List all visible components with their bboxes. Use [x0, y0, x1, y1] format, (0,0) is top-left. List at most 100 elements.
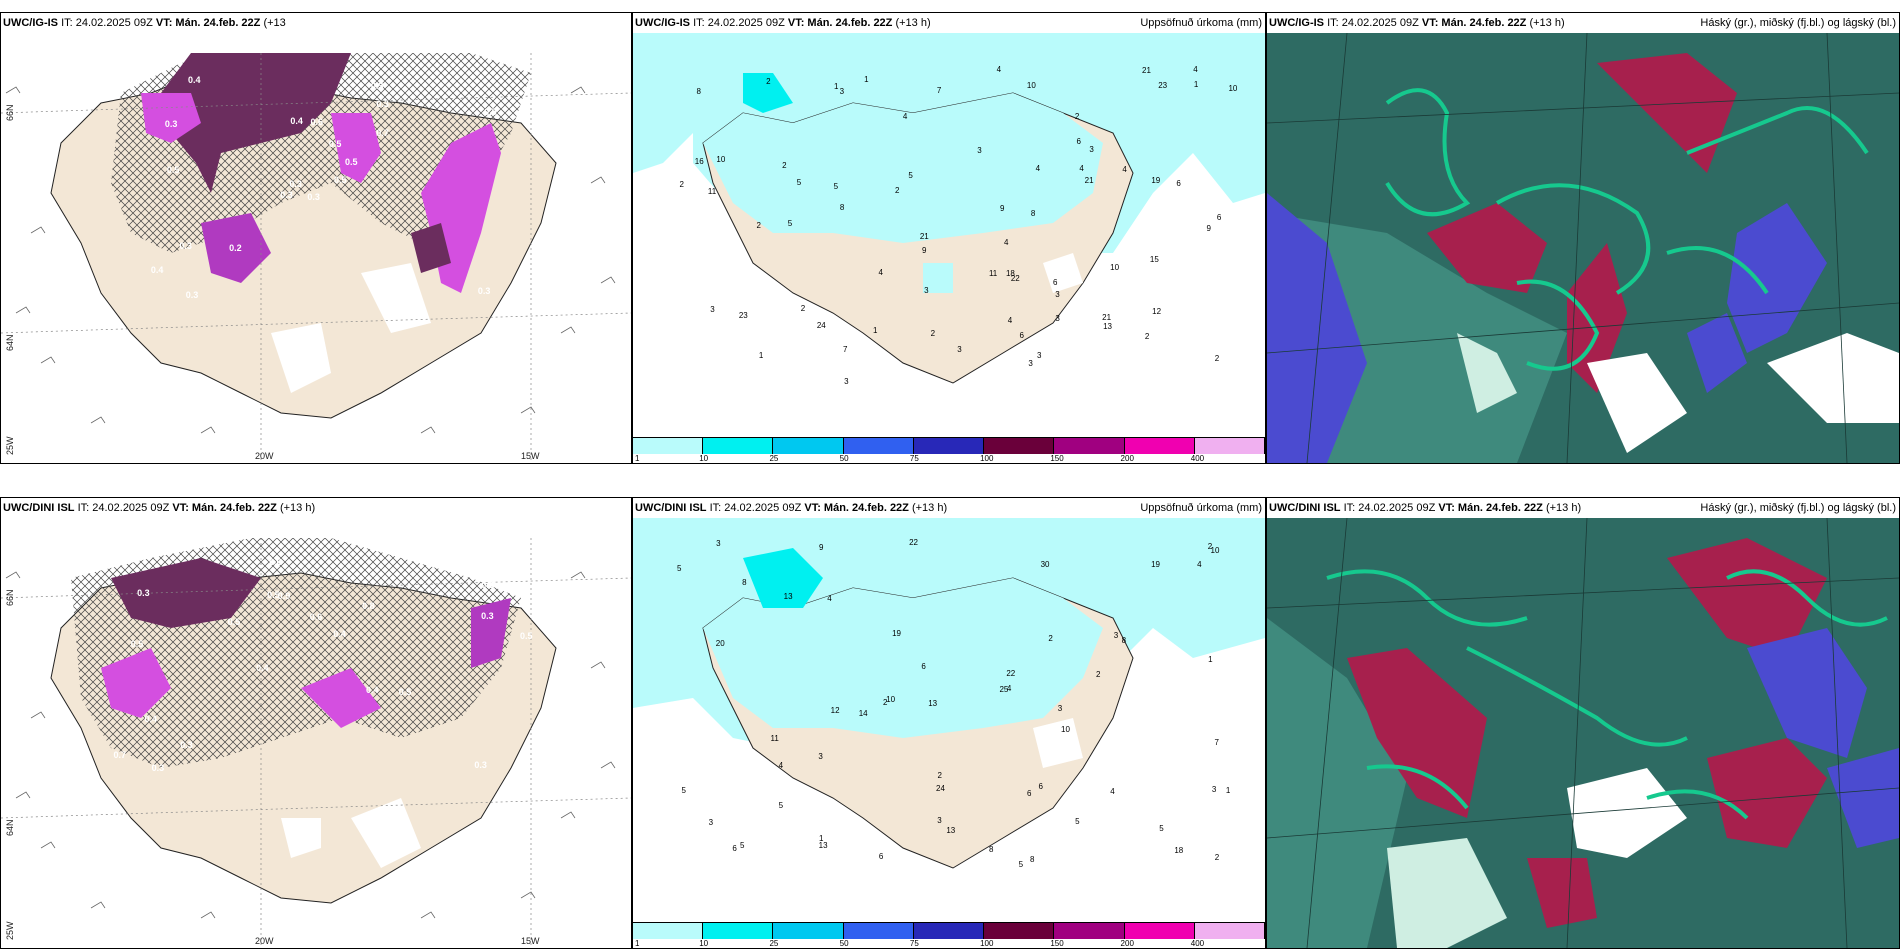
colorbar-swatch	[913, 438, 985, 454]
map-clouds[interactable]	[1267, 33, 1899, 463]
map-clouds[interactable]	[1267, 518, 1899, 948]
bulk-value-label: 0.4	[187, 74, 201, 85]
precip-value-label: 6	[1216, 212, 1222, 222]
bulk-value-label: 0.8	[362, 601, 375, 612]
precip-value-label: 21	[1084, 175, 1094, 185]
colorbar-tick-label: 50	[839, 939, 849, 948]
colorbar-tick-label: 75	[909, 454, 919, 463]
precip-value-label: 6	[921, 662, 926, 672]
colorbar-swatch	[843, 438, 914, 454]
precip-value-label: 21	[1142, 65, 1151, 75]
model-name: UWC/DINI ISL	[3, 502, 75, 514]
model-name: UWC/IG-IS	[635, 17, 690, 29]
map-precip[interactable]: 3 3 2 2 4 6 9 8 9 24 23 16 21 18 21 21 11 23 10 19 21 22 7 13 8 3…	[633, 33, 1265, 437]
precip-value-label: 1	[1208, 655, 1213, 665]
bulk-value-label: 0.5	[484, 106, 497, 117]
bulk-value-label: 0.5	[520, 631, 533, 642]
bulk-value-label: 0.5	[227, 617, 241, 627]
precip-value-label: 3	[924, 286, 929, 296]
precip-value-label: 2	[766, 76, 771, 86]
precip-value-label: 5	[908, 171, 913, 181]
precip-value-label: 5	[1159, 824, 1164, 834]
precip-value-label: 21	[1102, 313, 1112, 323]
precip-value-label: 3	[977, 145, 982, 155]
colorbar-swatch	[984, 923, 1055, 939]
bulk-value-label: 0.6	[309, 612, 323, 623]
precip-value-label: 5	[778, 801, 784, 811]
lead-time: (+13 h)	[1545, 502, 1582, 514]
precip-value-label: 3	[1055, 314, 1060, 324]
precip-value-label: 9	[1206, 224, 1211, 234]
precip-value-label: 3	[716, 539, 721, 549]
bulk-value-label: 0.3	[280, 189, 293, 200]
bulk-value-label: 0.3	[180, 739, 193, 750]
precip-value-label: 2	[1074, 111, 1080, 121]
precip-value-label: 10	[1210, 545, 1220, 555]
bulk-value-label: 0.5	[130, 638, 144, 649]
colorbar-swatch	[1054, 923, 1125, 939]
model-name: UWC/DINI ISL	[1269, 502, 1341, 514]
precip-label-layer: 3 3 2 2 4 6 9 8 9 24 23 16 21 18 21 21 11 23 10 19 21 22 7 13 8 3…	[633, 33, 1265, 437]
colorbar-swatch	[1124, 923, 1195, 939]
precip-value-label: 11	[770, 733, 779, 743]
precip-value-label: 1	[818, 834, 824, 844]
precip-value-label: 13	[783, 591, 793, 601]
precip-value-label: 8	[839, 202, 845, 212]
init-time: IT: 24.02.2025 09Z	[1327, 17, 1419, 29]
bulk-value-label: 0.4	[365, 685, 379, 696]
precip-value-label: 6	[732, 844, 737, 854]
colorbar-tick-label: 100	[980, 454, 994, 463]
bulk-value-label: 0.5	[344, 157, 358, 168]
panel-dini-clouds: UWC/DINI ISL IT: 24.02.2025 09Z VT: Mán.…	[1266, 497, 1900, 949]
bulk-value-label: 0.5	[328, 138, 342, 149]
lead-time: (+13 h)	[895, 17, 931, 29]
precip-value-label: 6	[1052, 277, 1058, 287]
precip-value-label: 3	[708, 817, 714, 827]
precip-value-label: 3	[1036, 351, 1042, 361]
bulk-value-label: 0.3	[185, 289, 199, 300]
precip-value-label: 1	[872, 325, 878, 335]
map-bulk[interactable]: 66N 64N 25W 20W 15W 0.3 0.5 0.3 0.4 0.8 0.3 0.…	[1, 518, 631, 948]
precip-value-label: 3	[1028, 359, 1033, 369]
precip-value-label: 14	[858, 708, 868, 718]
precip-value-label: 18	[1005, 268, 1015, 278]
colorbar-tick-label: 400	[1190, 939, 1205, 948]
colorbar-tick-label: 400	[1190, 454, 1205, 463]
cloud-title: Háský (gr.), miðský (fj.bl.) og lágský (…	[1700, 17, 1896, 29]
map-precip[interactable]: 6 5 1 5 9 8 12 18 22 19 19 13 10 24 30 25 20 13 14 5 6 10 22 6 8…	[633, 518, 1265, 922]
precip-value-label: 2	[1207, 542, 1213, 552]
precip-unit-title: Uppsöfnuð úrkoma (mm)	[1140, 17, 1262, 29]
panel-dini-bulk: UWC/DINI ISL IT: 24.02.2025 09Z VT: Mán.…	[0, 497, 632, 949]
precip-value-label: 23	[738, 310, 748, 320]
colorbar-tick-label: 10	[699, 939, 709, 948]
precip-value-label: 5	[833, 182, 839, 192]
valid-label: VT:	[1421, 17, 1439, 29]
precip-value-label: 5	[787, 218, 793, 228]
bulk-value-label: 0.4	[144, 714, 158, 725]
precip-value-label: 24	[936, 784, 945, 794]
colorbar-swatch	[703, 438, 774, 454]
colorbar-tick-label: 1	[635, 939, 640, 948]
precip-value-label: 7	[936, 86, 942, 96]
bulk-value-label: 0.3	[289, 179, 302, 190]
precip-value-label: 8	[1030, 209, 1036, 219]
valid-time: Mán. 24.feb. 22Z	[1457, 502, 1543, 514]
bulk-value-label: 0.4	[256, 663, 269, 674]
precip-value-label: 10	[1228, 84, 1238, 94]
precip-value-label: 6	[878, 851, 884, 861]
precip-value-label: 22	[909, 538, 918, 548]
init-time: IT: 24.02.2025 09Z	[61, 17, 153, 29]
bulk-label-layer: 0.3 0.3 0.3 0.4 0.5 0.2 0.3 0.6 0.3 0.5 0.4 0.3 0.5 0…	[1, 33, 631, 463]
precip-value-label: 8	[1121, 636, 1127, 646]
bulk-value-label: 0.5	[267, 589, 280, 600]
precip-value-label: 6	[1076, 136, 1081, 146]
precip-value-label: 12	[1152, 307, 1162, 317]
precip-value-label: 1	[758, 350, 764, 360]
precip-value-label: 4	[1197, 560, 1202, 570]
map-bulk[interactable]: 66N 64N 25W 20W 15W 0.3 0.3 0.3 0.4 0.5 0.2 0.…	[1, 33, 631, 463]
precip-value-label: 2	[1214, 354, 1220, 364]
precip-value-label: 2	[756, 221, 761, 231]
precip-label-layer: 6 5 1 5 9 8 12 18 22 19 19 13 10 24 30 25 20 13 14 5 6 10 22 6 8…	[633, 518, 1265, 922]
bulk-value-label: 0.9	[277, 590, 291, 601]
bulk-value-label: 0.5	[333, 175, 347, 186]
